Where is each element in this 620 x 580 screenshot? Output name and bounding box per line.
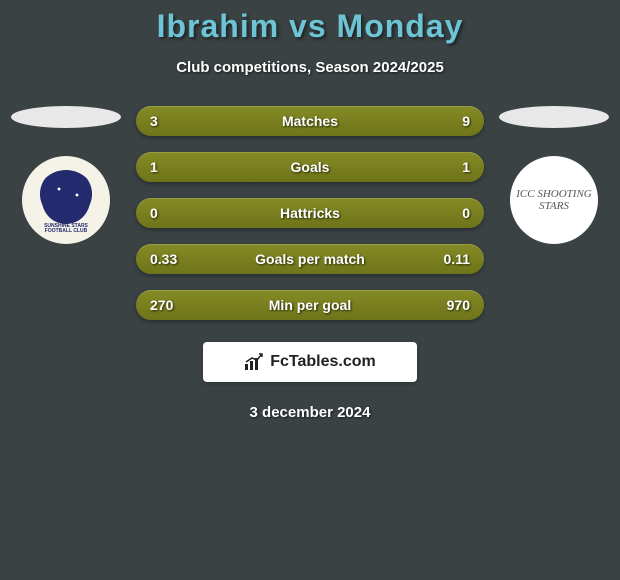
left-team-column: SUNSHINE STARS FOOTBALL CLUB xyxy=(6,106,126,244)
brand-attribution[interactable]: FcTables.com xyxy=(203,342,417,382)
right-player-silhouette xyxy=(499,106,609,128)
comparison-card: Ibrahim vs Monday Club competitions, Sea… xyxy=(0,0,620,421)
stat-left-value: 3 xyxy=(150,113,190,129)
left-badge-line2: FOOTBALL CLUB xyxy=(45,228,87,234)
stat-right-value: 9 xyxy=(430,113,470,129)
left-team-badge: SUNSHINE STARS FOOTBALL CLUB xyxy=(22,156,110,244)
page-title: Ibrahim vs Monday xyxy=(0,8,620,45)
stat-right-value: 0 xyxy=(430,205,470,221)
stats-column: 3 Matches 9 1 Goals 1 0 Hattricks 0 0.33… xyxy=(136,106,484,320)
left-team-badge-ball xyxy=(36,170,96,230)
stat-row-goals: 1 Goals 1 xyxy=(136,152,484,182)
stat-left-value: 1 xyxy=(150,159,190,175)
right-team-badge: ICC SHOOTING STARS xyxy=(510,156,598,244)
right-team-column: ICC SHOOTING STARS xyxy=(494,106,614,244)
left-team-badge-text: SUNSHINE STARS FOOTBALL CLUB xyxy=(22,224,110,234)
stat-row-matches: 3 Matches 9 xyxy=(136,106,484,136)
stat-left-value: 0.33 xyxy=(150,251,190,267)
bar-chart-arrow-icon xyxy=(244,353,264,371)
left-player-silhouette xyxy=(11,106,121,128)
stat-right-value: 1 xyxy=(430,159,470,175)
stat-row-goals-per-match: 0.33 Goals per match 0.11 xyxy=(136,244,484,274)
stat-row-min-per-goal: 270 Min per goal 970 xyxy=(136,290,484,320)
stat-left-value: 0 xyxy=(150,205,190,221)
stat-right-value: 970 xyxy=(430,297,470,313)
subtitle: Club competitions, Season 2024/2025 xyxy=(0,59,620,76)
brand-text: FcTables.com xyxy=(270,353,376,371)
right-team-badge-text: ICC SHOOTING STARS xyxy=(510,188,598,212)
stat-left-value: 270 xyxy=(150,297,190,313)
snapshot-date: 3 december 2024 xyxy=(0,404,620,421)
stat-right-value: 0.11 xyxy=(430,251,470,267)
main-row: SUNSHINE STARS FOOTBALL CLUB 3 Matches 9… xyxy=(0,106,620,320)
stat-row-hattricks: 0 Hattricks 0 xyxy=(136,198,484,228)
